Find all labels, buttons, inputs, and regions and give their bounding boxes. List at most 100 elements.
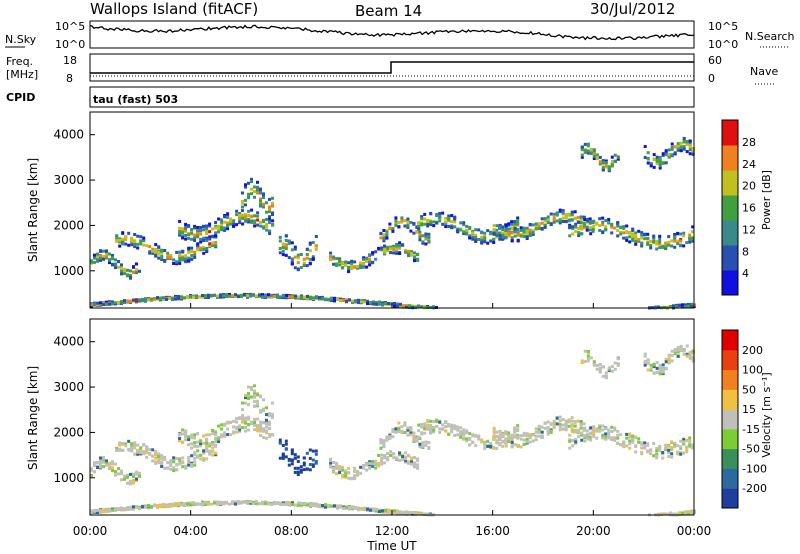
heatmap-cell (208, 242, 212, 246)
heatmap-cell (259, 410, 262, 414)
heatmap-cell (133, 245, 137, 249)
heatmap-cell (682, 138, 686, 142)
heatmap-cell (507, 440, 511, 443)
heatmap-cell (688, 441, 692, 445)
heatmap-cell (217, 440, 221, 444)
colorbar-swatch (722, 409, 738, 430)
heatmap-cell (564, 214, 568, 218)
heatmap-cell (682, 145, 686, 148)
heatmap-cell (99, 460, 102, 464)
heatmap-cell (661, 367, 665, 371)
heatmap-cell (688, 240, 692, 244)
heatmap-cell (99, 253, 102, 257)
heatmap-cell (156, 296, 159, 300)
frequency-trace (90, 61, 694, 74)
heatmap-cell (595, 363, 599, 367)
heatmap-cell (598, 155, 602, 159)
heatmap-cell (459, 221, 463, 225)
heatmap-cell (432, 428, 436, 432)
heatmap-cell (338, 259, 342, 263)
heatmap-cell (546, 215, 550, 219)
heatmap-cell (205, 227, 209, 231)
heatmap-cell (649, 244, 653, 247)
heatmap-cell (688, 353, 692, 357)
heatmap-cell (177, 295, 180, 299)
heatmap-cell (220, 435, 224, 439)
heatmap-cell (353, 477, 357, 480)
heatmap-cell (327, 298, 330, 302)
heatmap-cell (522, 433, 526, 437)
heatmap-cell (262, 226, 266, 230)
heatmap-cell (329, 255, 333, 259)
heatmap-cell (338, 471, 342, 475)
heatmap-cell (111, 469, 114, 472)
heatmap-cell (684, 512, 687, 516)
range-tick-label: 3000 (53, 173, 84, 187)
heatmap-cell (412, 431, 416, 435)
heatmap-cell (568, 433, 572, 437)
heatmap-cell (646, 157, 650, 161)
heatmap-cell (314, 449, 318, 453)
heatmap-cell (305, 247, 309, 251)
heatmap-cell (299, 468, 303, 472)
heatmap-cell (589, 431, 593, 435)
heatmap-cell (252, 502, 255, 506)
heatmap-cell (142, 452, 146, 456)
heatmap-cell (330, 297, 333, 301)
heatmap-cell (386, 249, 390, 253)
heatmap-cell (335, 262, 339, 266)
heatmap-cell (268, 218, 272, 222)
heatmap-cell (537, 224, 541, 228)
heatmap-cell (318, 505, 321, 509)
heatmap-cell (658, 369, 662, 373)
heatmap-cell (273, 501, 276, 505)
heatmap-cell (688, 436, 692, 440)
heatmap-cell (658, 234, 662, 238)
heatmap-cell (637, 440, 641, 444)
heatmap-cell (102, 303, 105, 307)
heatmap-cell (247, 428, 251, 432)
heatmap-cell (441, 427, 445, 431)
heatmap-cell (120, 469, 123, 473)
heatmap-cell (404, 248, 408, 252)
heatmap-cell (216, 500, 219, 504)
heatmap-cell (299, 253, 303, 256)
heatmap-cell (601, 374, 605, 378)
heatmap-cell (438, 214, 442, 218)
heatmap-cell (489, 239, 493, 243)
heatmap-cell (190, 464, 194, 468)
heatmap-cell (468, 227, 472, 230)
heatmap-cell (426, 224, 430, 228)
heatmap-cell (444, 225, 448, 229)
heatmap-cell (249, 500, 252, 504)
heatmap-cell (417, 429, 421, 433)
heatmap-cell (589, 232, 593, 236)
heatmap-cell (418, 232, 422, 236)
heatmap-cell (622, 226, 626, 230)
heatmap-cell (537, 222, 541, 226)
heatmap-cell (687, 304, 690, 308)
heatmap-cell (589, 426, 593, 430)
heatmap-cell (504, 442, 508, 445)
heatmap-cell (450, 425, 454, 429)
heatmap-cell (631, 440, 635, 444)
heatmap-cell (525, 440, 529, 444)
heatmap-cell (409, 220, 413, 224)
heatmap-cell (685, 241, 689, 245)
heatmap-cell (690, 509, 693, 513)
frequency-unit-label: [MHz] (6, 68, 38, 81)
heatmap-cell (281, 249, 285, 253)
heatmap-cell (138, 507, 141, 511)
heatmap-cell (130, 243, 134, 247)
heatmap-cell (504, 223, 508, 227)
heatmap-cell (278, 251, 282, 255)
heatmap-cell (652, 362, 656, 366)
heatmap-cell (235, 420, 239, 424)
colorbar-swatch (722, 145, 738, 171)
heatmap-cell (616, 436, 620, 440)
heatmap-cell (435, 221, 439, 225)
heatmap-cell (333, 296, 336, 300)
heatmap-cell (187, 443, 191, 447)
beam-title: Beam 14 (355, 2, 422, 20)
heatmap-cell (102, 257, 105, 261)
